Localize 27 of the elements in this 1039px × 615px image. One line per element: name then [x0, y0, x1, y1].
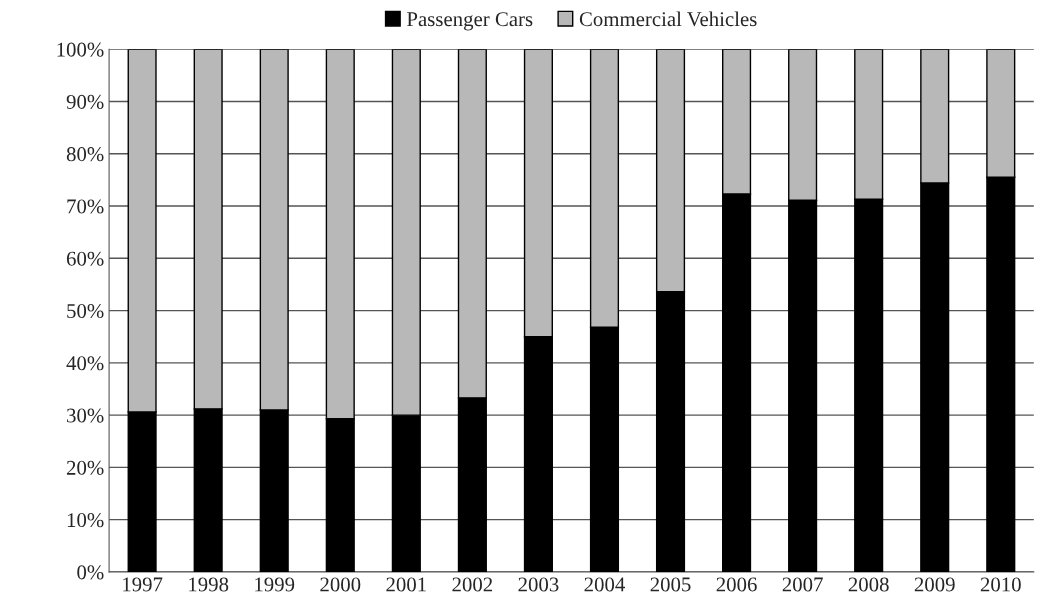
legend-label: Commercial Vehicles [579, 11, 757, 27]
y-tick-label: 100% [57, 42, 104, 57]
x-tick-label: 1997 [123, 577, 163, 592]
x-tick-label: 2003 [518, 577, 559, 592]
x-tick-label: 2000 [320, 577, 361, 592]
x-tick-label: 1998 [189, 577, 229, 592]
y-tick-label: 80% [66, 147, 104, 162]
x-tick-label: 2004 [584, 577, 625, 592]
y-tick-label: 20% [66, 460, 104, 475]
y-tick-label: 60% [66, 251, 104, 266]
y-tick-label: 0% [77, 565, 104, 580]
x-tick-label: 2005 [650, 577, 691, 592]
x-tick-label: 2009 [914, 577, 955, 592]
y-tick-label: 70% [67, 199, 104, 214]
x-tick-label: 2007 [782, 577, 823, 592]
y-tick-label: 30% [67, 408, 104, 423]
x-tick-label: 2010 [980, 577, 1021, 592]
y-tick-label: 10% [67, 513, 104, 528]
x-tick-label: 2008 [848, 577, 889, 592]
x-tick-label: 2002 [452, 577, 493, 592]
x-tick-label: 1999 [255, 577, 295, 592]
y-tick-label: 40% [66, 356, 104, 371]
legend-label: Passenger Cars [406, 12, 533, 31]
x-tick-label: 2001 [386, 577, 426, 592]
y-tick-label: 90% [66, 94, 104, 109]
x-tick-label: 2006 [716, 577, 757, 592]
y-tick-label: 50% [67, 303, 104, 319]
